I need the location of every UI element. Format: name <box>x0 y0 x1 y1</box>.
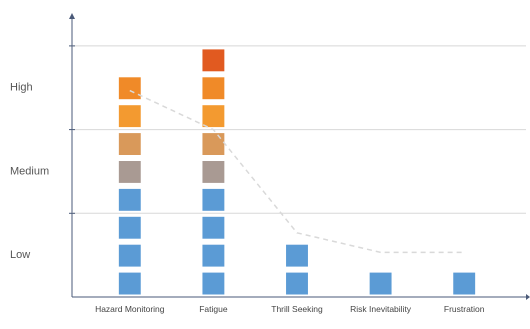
block <box>369 272 392 295</box>
block <box>202 105 225 128</box>
block <box>202 244 225 267</box>
block <box>118 272 141 295</box>
block <box>118 244 141 267</box>
y-axis-arrow <box>69 13 75 19</box>
x-tick-label: Hazard Monitoring <box>95 304 165 314</box>
block <box>118 77 141 100</box>
block <box>202 133 225 155</box>
trend-line <box>129 89 465 254</box>
block <box>202 161 225 183</box>
block <box>118 216 141 239</box>
block <box>286 272 308 295</box>
block <box>202 188 225 211</box>
x-axis-arrow <box>526 294 530 300</box>
x-tick-label: Risk Inevitability <box>350 304 412 314</box>
block <box>286 244 308 267</box>
block <box>202 49 225 72</box>
block <box>202 216 225 239</box>
x-tick-label: Thrill Seeking <box>271 304 323 314</box>
y-tick-label: High <box>10 82 33 94</box>
block <box>118 133 141 155</box>
x-tick-label: Fatigue <box>199 304 228 314</box>
block <box>202 272 225 295</box>
block <box>118 188 141 211</box>
block <box>118 105 141 128</box>
x-tick-label: Frustration <box>443 304 485 314</box>
block <box>202 77 225 100</box>
y-tick-label: Low <box>10 249 30 261</box>
block <box>118 161 141 183</box>
y-tick-label: Medium <box>10 165 49 177</box>
block <box>453 272 476 295</box>
